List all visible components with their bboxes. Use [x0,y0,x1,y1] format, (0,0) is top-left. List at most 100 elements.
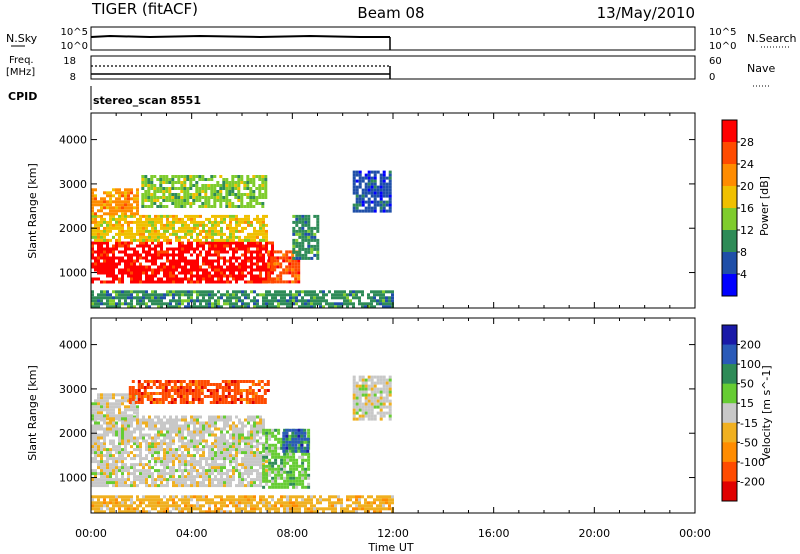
data-cell [172,305,175,309]
data-cell [373,182,377,186]
data-cell [218,395,222,398]
data-cell [268,458,272,462]
data-cell [226,226,229,230]
data-cell [288,268,292,272]
data-cell [289,434,293,438]
data-cell [226,430,229,434]
data-cell [373,299,376,303]
data-cell [106,478,109,482]
data-cell [154,436,157,440]
data-cell [118,250,121,254]
data-cell [103,393,106,397]
data-cell [148,232,151,236]
data-cell [91,402,94,406]
data-cell [259,507,262,511]
data-cell [256,305,259,309]
data-cell [136,484,139,488]
data-cell [175,220,178,224]
data-cell [228,199,232,202]
data-cell [260,386,264,389]
data-cell [112,290,115,294]
data-cell [231,178,235,181]
data-cell [157,484,160,488]
data-cell [130,256,133,260]
data-cell [328,501,331,505]
data-cell [103,448,106,452]
data-cell [246,205,250,208]
data-cell [301,290,304,294]
noise-frame [90,26,696,51]
data-cell [187,302,190,306]
data-cell [109,408,112,412]
data-cell [211,448,214,452]
data-cell [322,293,325,297]
data-cell [226,293,229,297]
data-cell [115,504,118,508]
data-cell [121,457,124,461]
data-cell [118,277,121,281]
data-cell [130,463,133,467]
data-cell [379,414,383,418]
data-cell [276,280,280,284]
data-cell [178,418,181,422]
data-cell [115,466,118,470]
data-cell [334,507,337,511]
data-cell [91,484,94,488]
data-cell [136,411,139,415]
data-cell [145,472,148,476]
data-cell [121,203,124,207]
data-cell [274,446,278,450]
data-cell [175,305,178,309]
data-cell [158,386,162,389]
data-cell [163,223,166,227]
data-cell [140,386,144,389]
data-cell [167,395,171,398]
data-cell [244,217,247,221]
data-cell [154,220,157,224]
data-cell [196,214,199,218]
data-cell [211,460,214,464]
data-cell [193,302,196,306]
data-cell [250,424,253,428]
data-cell [310,226,314,230]
data-cell [196,271,199,275]
data-cell [211,501,214,505]
data-cell [130,290,133,294]
data-cell [282,449,286,453]
data-cell [190,481,193,485]
data-cell [175,451,178,455]
data-cell [214,484,217,488]
data-cell [181,484,184,488]
data-cell [199,507,202,511]
data-cell [271,455,275,459]
data-cell [250,262,253,266]
data-cell [152,380,156,383]
data-cell [250,299,253,303]
data-cell [232,478,235,482]
data-cell [142,510,145,514]
data-cell [100,469,103,473]
data-cell [224,383,228,386]
data-cell [292,485,296,489]
data-cell [291,431,295,435]
data-cell [280,302,283,306]
data-cell [292,238,296,242]
data-cell [289,467,293,471]
data-cell [136,256,139,260]
data-cell [373,203,377,207]
data-cell [142,501,145,505]
data-cell [172,463,175,467]
data-cell [289,498,292,502]
data-cell [178,229,181,233]
data-cell [163,250,166,254]
data-cell [253,424,256,428]
data-cell [328,302,331,306]
data-cell [211,220,214,224]
data-cell [121,421,124,425]
data-cell [244,448,247,452]
data-cell [163,296,166,300]
data-cell [250,466,253,470]
data-cell [232,241,235,245]
data-cell [157,253,160,257]
